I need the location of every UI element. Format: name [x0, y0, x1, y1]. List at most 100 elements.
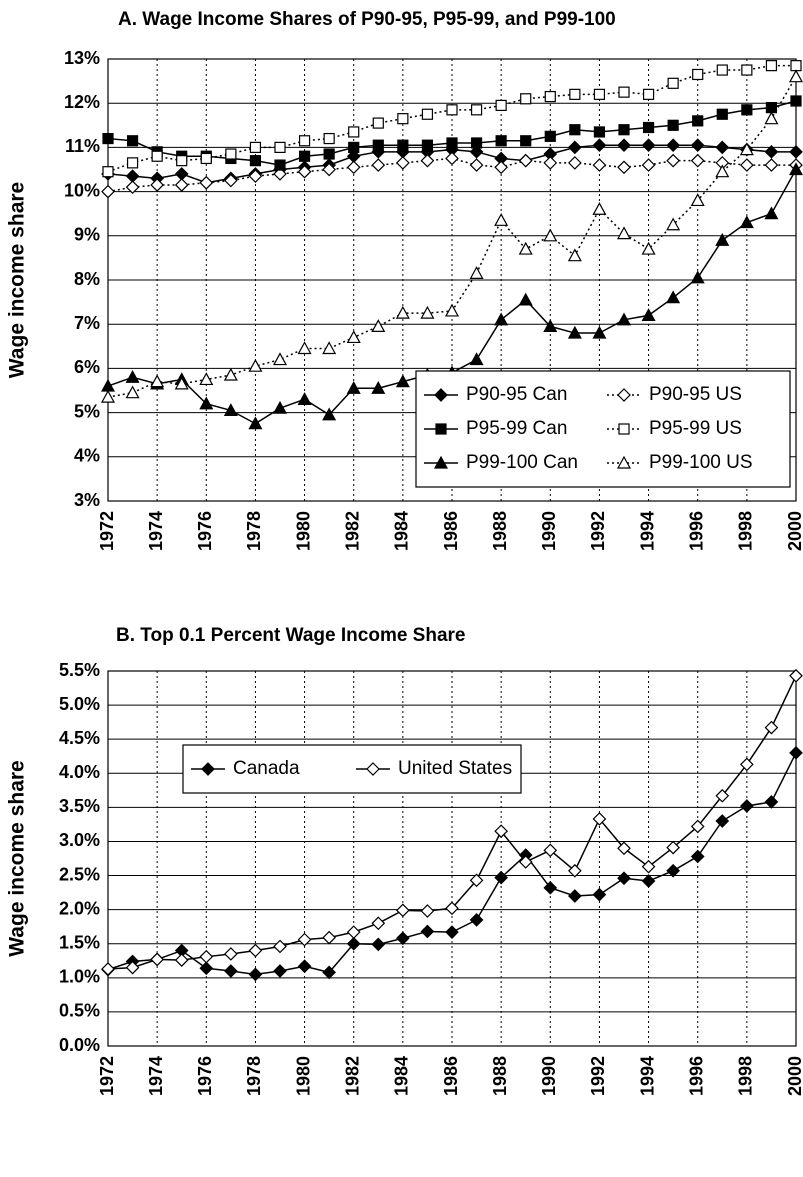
y-axis-label: Wage income share [6, 760, 29, 956]
data-point [690, 153, 705, 168]
y-tick-label: 9% [74, 225, 100, 245]
data-point [273, 939, 287, 954]
data-point [396, 156, 410, 170]
data-point [741, 64, 753, 76]
y-tick-label: 11% [65, 136, 100, 156]
data-point [520, 93, 532, 105]
data-point [348, 141, 360, 153]
x-tick-label: 1994 [637, 511, 657, 551]
data-point [568, 863, 582, 878]
x-tick-label: 2000 [785, 1056, 803, 1096]
data-point [397, 113, 409, 125]
data-point [420, 904, 435, 918]
data-point [641, 859, 656, 874]
y-tick-label: 3% [74, 490, 100, 510]
y-tick-label: 5% [74, 401, 100, 421]
chart-title: B. Top 0.1 Percent Wage Income Share [116, 625, 466, 646]
data-point [102, 166, 114, 178]
data-point [274, 141, 286, 153]
data-point [125, 960, 140, 975]
legend-label: P99-100 US [649, 452, 753, 473]
data-point [740, 799, 754, 813]
data-point [790, 95, 802, 107]
legend-marker [201, 762, 215, 776]
y-tick-label: 8% [74, 269, 100, 289]
data-point [518, 241, 533, 255]
legend-label: P95-99 Can [466, 418, 567, 439]
y-tick-label: 4.0% [59, 762, 100, 782]
y-tick-label: 7% [74, 313, 100, 333]
y-tick-label: 2.5% [59, 864, 100, 884]
data-point [764, 111, 779, 125]
data-point [445, 925, 459, 939]
data-point [100, 389, 116, 403]
data-point [494, 312, 509, 326]
data-point [322, 930, 336, 945]
y-tick-label: 0.0% [59, 1035, 100, 1055]
data-point [690, 819, 705, 834]
legend-box [415, 370, 791, 488]
data-point [420, 924, 435, 939]
data-point [224, 947, 238, 961]
data-point [469, 913, 484, 927]
data-point [444, 303, 460, 317]
data-point [421, 139, 434, 151]
data-point [150, 952, 164, 967]
data-point [297, 959, 312, 974]
legend-marker [435, 423, 447, 435]
x-tick-label: 1986 [441, 1056, 461, 1096]
x-tick-label: 1988 [490, 1056, 510, 1096]
data-point [494, 213, 509, 226]
data-point [739, 142, 754, 156]
data-point [518, 855, 533, 869]
data-point [371, 937, 386, 952]
y-tick-label: 3.0% [59, 830, 100, 850]
data-point [322, 162, 336, 177]
data-point [101, 184, 115, 199]
data-point [371, 916, 386, 931]
data-point [249, 141, 262, 153]
data-point [174, 167, 189, 181]
data-point [764, 158, 779, 172]
data-point [174, 376, 189, 390]
data-point [716, 64, 728, 76]
legend-marker [617, 388, 631, 402]
data-point [593, 126, 606, 138]
data-point [764, 720, 779, 735]
data-point [199, 175, 214, 190]
legend-marker [433, 455, 449, 469]
x-tick-label: 1982 [342, 511, 362, 551]
data-point [470, 104, 483, 116]
data-point [346, 330, 361, 344]
data-point [544, 90, 556, 103]
data-point [126, 135, 139, 147]
data-point [346, 936, 361, 951]
data-point [692, 68, 704, 81]
legend-marker [618, 423, 630, 435]
data-point [666, 217, 681, 231]
data-point [690, 193, 705, 207]
data-point [397, 139, 409, 151]
x-tick-label: 1994 [637, 1056, 657, 1096]
data-point [641, 158, 656, 172]
data-point [543, 228, 558, 242]
x-tick-label: 1984 [392, 511, 412, 551]
data-point [617, 138, 631, 153]
x-tick-label: 1990 [539, 511, 559, 551]
data-point [323, 132, 335, 145]
plot-frame [107, 58, 797, 502]
data-point [666, 290, 681, 304]
data-point [788, 162, 803, 176]
x-tick-label: 1974 [146, 1056, 166, 1096]
data-point [715, 814, 730, 828]
data-point [372, 139, 384, 151]
data-point [224, 964, 238, 978]
data-point [765, 102, 778, 114]
data-point [297, 164, 312, 179]
data-point [568, 140, 582, 155]
x-tick-label: 1996 [686, 1056, 706, 1096]
data-point [470, 137, 483, 149]
y-tick-label: 13% [64, 48, 100, 68]
legend-marker [616, 455, 632, 469]
